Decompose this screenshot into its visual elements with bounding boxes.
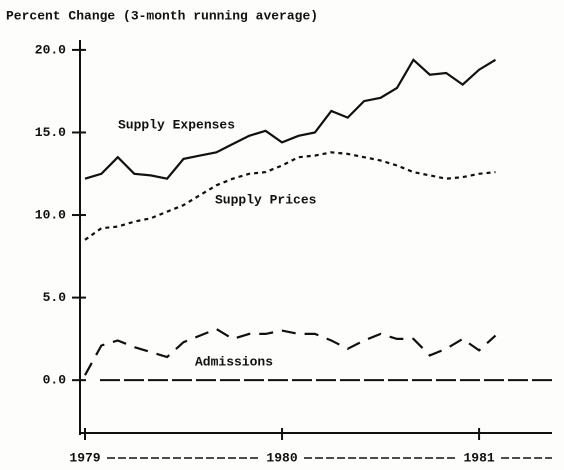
series-label: Supply Expenses bbox=[118, 117, 235, 132]
x-tick-label: 1980 bbox=[266, 450, 297, 465]
y-tick-label: 15.0 bbox=[35, 125, 66, 140]
series-line bbox=[84, 58, 497, 180]
y-tick-label: 0.0 bbox=[43, 373, 67, 388]
series-line bbox=[84, 151, 496, 241]
series-line bbox=[84, 327, 497, 376]
y-tick-label: 10.0 bbox=[35, 207, 66, 222]
x-tick-label: 1979 bbox=[69, 450, 100, 465]
y-tick-label: 20.0 bbox=[35, 42, 66, 57]
chart-title: Percent Change (3-month running average) bbox=[6, 8, 318, 23]
x-tick-label: 1981 bbox=[463, 450, 494, 465]
series-label: Supply Prices bbox=[215, 192, 317, 207]
series-label: Admissions bbox=[195, 354, 273, 369]
y-tick-label: 5.0 bbox=[43, 290, 67, 305]
